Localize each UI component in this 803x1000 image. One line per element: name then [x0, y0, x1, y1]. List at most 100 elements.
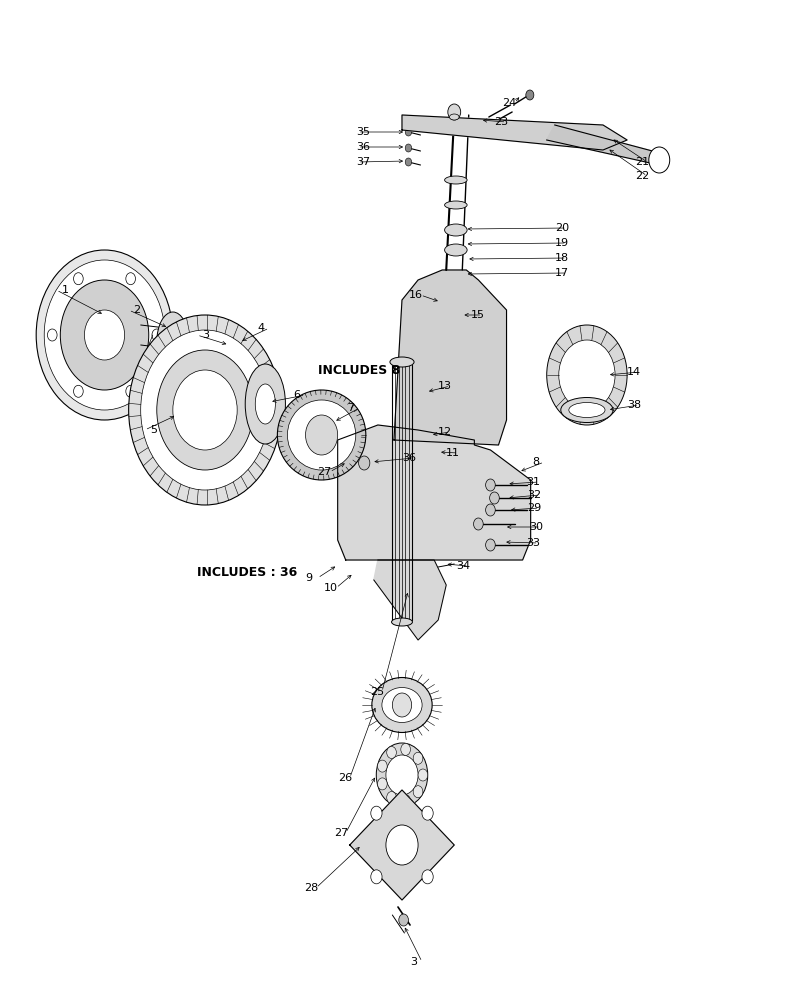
Text: 5: 5 [149, 425, 157, 435]
Circle shape [305, 415, 337, 455]
Text: 10: 10 [324, 583, 337, 593]
Circle shape [485, 479, 495, 491]
Text: 35: 35 [356, 127, 369, 137]
Circle shape [401, 743, 410, 755]
Circle shape [161, 327, 185, 357]
Ellipse shape [444, 224, 467, 236]
Text: 30: 30 [528, 522, 542, 532]
Ellipse shape [371, 678, 432, 732]
Text: INCLUDES : 36: INCLUDES : 36 [197, 566, 297, 578]
Ellipse shape [157, 312, 189, 372]
Circle shape [546, 325, 626, 425]
Circle shape [128, 315, 281, 505]
Text: 21: 21 [634, 157, 649, 167]
Circle shape [125, 385, 135, 397]
Circle shape [648, 147, 669, 173]
Polygon shape [393, 270, 506, 445]
Text: INCLUDES 8: INCLUDES 8 [317, 363, 399, 376]
Polygon shape [349, 790, 454, 900]
Ellipse shape [391, 618, 412, 626]
Circle shape [60, 280, 149, 390]
Circle shape [141, 330, 269, 490]
Circle shape [422, 870, 433, 884]
Text: 26: 26 [337, 773, 352, 783]
Text: 33: 33 [526, 538, 540, 548]
Text: 4: 4 [257, 323, 264, 333]
Text: 6: 6 [293, 390, 300, 400]
Circle shape [125, 273, 135, 285]
Ellipse shape [569, 402, 605, 418]
Circle shape [525, 90, 533, 100]
Circle shape [376, 743, 427, 807]
Circle shape [36, 250, 173, 420]
Circle shape [377, 778, 387, 790]
Ellipse shape [389, 357, 414, 367]
Ellipse shape [277, 390, 365, 480]
Circle shape [386, 746, 396, 758]
Polygon shape [402, 115, 626, 150]
Circle shape [152, 329, 161, 341]
Ellipse shape [255, 384, 275, 424]
Circle shape [413, 786, 422, 798]
Circle shape [44, 260, 165, 410]
Circle shape [47, 329, 57, 341]
Text: 37: 37 [355, 157, 369, 167]
Circle shape [377, 760, 387, 772]
Text: 20: 20 [554, 223, 569, 233]
Text: 8: 8 [532, 457, 539, 467]
Text: 36: 36 [356, 142, 369, 152]
Text: 14: 14 [626, 367, 641, 377]
Text: 15: 15 [470, 310, 483, 320]
Text: 17: 17 [554, 268, 569, 278]
Ellipse shape [444, 176, 467, 184]
Text: 34: 34 [456, 561, 471, 571]
Text: 11: 11 [446, 448, 459, 458]
Text: 31: 31 [526, 477, 540, 487]
Ellipse shape [444, 201, 467, 209]
Text: 9: 9 [305, 573, 312, 583]
Circle shape [173, 370, 237, 450]
Circle shape [370, 806, 381, 820]
Circle shape [401, 795, 410, 807]
Circle shape [73, 385, 83, 397]
Circle shape [385, 755, 418, 795]
Circle shape [358, 456, 369, 470]
Text: 29: 29 [527, 503, 541, 513]
Circle shape [422, 806, 433, 820]
Circle shape [447, 104, 460, 120]
Text: 28: 28 [304, 883, 318, 893]
Circle shape [398, 914, 408, 926]
Circle shape [405, 128, 411, 136]
Circle shape [413, 752, 422, 764]
Circle shape [405, 158, 411, 166]
Circle shape [157, 350, 253, 470]
Circle shape [485, 504, 495, 516]
Text: 18: 18 [554, 253, 569, 263]
Text: 32: 32 [527, 490, 541, 500]
Circle shape [84, 310, 124, 360]
Text: 12: 12 [438, 427, 452, 437]
Text: 3: 3 [410, 957, 417, 967]
Circle shape [392, 693, 411, 717]
Circle shape [405, 144, 411, 152]
Ellipse shape [560, 397, 613, 422]
Text: 27: 27 [333, 828, 348, 838]
Ellipse shape [444, 244, 467, 256]
Text: 24: 24 [502, 98, 516, 108]
Text: 2: 2 [133, 305, 141, 315]
Text: 7: 7 [347, 403, 354, 413]
Circle shape [558, 340, 614, 410]
Ellipse shape [449, 114, 459, 120]
Text: 19: 19 [554, 238, 569, 248]
Text: 23: 23 [494, 117, 508, 127]
Circle shape [74, 273, 84, 285]
Text: 3: 3 [202, 330, 209, 340]
Text: 16: 16 [408, 290, 422, 300]
Text: 27: 27 [317, 467, 332, 477]
Circle shape [386, 792, 396, 804]
Text: 25: 25 [369, 687, 384, 697]
Circle shape [485, 539, 495, 551]
Circle shape [385, 825, 418, 865]
Ellipse shape [287, 400, 356, 470]
Polygon shape [373, 560, 446, 640]
